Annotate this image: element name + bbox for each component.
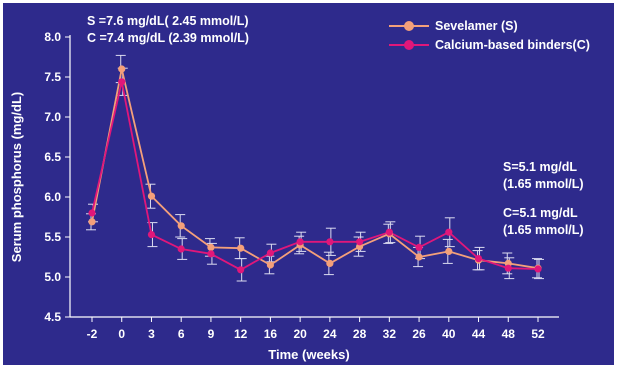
y-tick-label: 7.0 — [44, 110, 61, 124]
error-bars — [86, 54, 544, 282]
axis-labels: 8.0 7.5 7.0 6.5 6.0 5.5 5.0 4.5 -2 0 3 6 9 12 16 20 24 28… — [9, 30, 545, 362]
x-tick-label: 0 — [118, 327, 125, 341]
x-tick-label: 9 — [208, 327, 215, 341]
x-axis-label: Time (weeks) — [268, 347, 349, 362]
x-tick-label: 28 — [353, 327, 367, 341]
data-point-calcium — [118, 78, 126, 86]
data-point-calcium — [177, 245, 185, 253]
x-tick-label: 32 — [383, 327, 397, 341]
y-tick-label: 5.5 — [44, 230, 61, 244]
annotation-start-s: S =7.6 mg/dL( 2.45 mmol/L) — [87, 14, 249, 28]
annotation-end-s-line1: S=5.1 mg/dL — [503, 160, 577, 174]
y-tick-label: 6.5 — [44, 150, 61, 164]
data-point-calcium — [356, 238, 364, 246]
data-point-sevelamer — [118, 65, 126, 73]
annotation-start-c: C =7.4 mg/dL (2.39 mmol/L) — [87, 31, 249, 45]
y-tick-label: 8.0 — [44, 30, 61, 44]
y-tick-label: 4.5 — [44, 310, 61, 324]
data-point-calcium — [147, 231, 156, 239]
y-tick-label: 7.5 — [44, 70, 61, 84]
data-point-sevelamer — [237, 244, 245, 252]
series-lines — [91, 68, 539, 271]
data-point-sevelamer — [266, 261, 274, 269]
x-tick-label: 6 — [178, 327, 185, 341]
legend-label-sevelamer: Sevelamer (S) — [435, 18, 518, 33]
data-point-calcium — [207, 250, 215, 258]
annotation-end-c-line1: C=5.1 mg/dL — [503, 206, 578, 220]
data-point-sevelamer — [88, 218, 96, 226]
data-point-calcium — [385, 228, 393, 236]
axes — [65, 35, 559, 322]
y-axis-label: Serum phosphorus (mg/dL) — [9, 92, 24, 262]
data-point-sevelamer — [147, 192, 156, 200]
data-point-sevelamer — [415, 253, 423, 261]
y-tick-label: 5.0 — [44, 270, 61, 284]
legend-item-sevelamer: Sevelamer (S) — [389, 16, 590, 35]
x-tick-label: 20 — [293, 327, 307, 341]
annotation-end-s-line2: (1.65 mmol/L) — [503, 177, 584, 191]
data-point-sevelamer — [177, 222, 185, 230]
x-tick-label: 3 — [148, 327, 155, 341]
annotation-end-c-line2: (1.65 mmol/L) — [503, 223, 584, 237]
legend-swatch-calcium — [389, 38, 429, 52]
x-tick-label: 12 — [234, 327, 248, 341]
x-tick-label: 44 — [472, 327, 486, 341]
line-chart: 8.0 7.5 7.0 6.5 6.0 5.5 5.0 4.5 -2 0 3 6 9 12 16 20 24 28… — [9, 30, 559, 362]
x-tick-label: 40 — [442, 327, 456, 341]
data-point-calcium — [504, 264, 512, 272]
data-point-calcium — [296, 238, 304, 246]
x-tick-label: 48 — [502, 327, 516, 341]
x-tick-label: 24 — [323, 327, 337, 341]
data-point-calcium — [266, 249, 274, 257]
data-point-calcium — [474, 255, 483, 263]
series-line-calcium — [91, 81, 539, 271]
legend: Sevelamer (S) Calcium-based binders(C) — [389, 16, 590, 54]
data-point-calcium — [415, 243, 423, 251]
legend-item-calcium: Calcium-based binders(C) — [389, 35, 590, 54]
data-point-calcium — [445, 228, 453, 236]
data-point-sevelamer — [207, 243, 215, 251]
data-point-calcium — [326, 238, 334, 246]
y-tick-label: 6.0 — [44, 190, 61, 204]
series-line-sevelamer — [91, 68, 539, 270]
data-points — [88, 65, 542, 274]
data-point-calcium — [237, 266, 245, 274]
x-tick-label: 26 — [412, 327, 426, 341]
legend-swatch-sevelamer — [389, 19, 429, 33]
data-point-calcium — [534, 265, 542, 273]
x-tick-label: 16 — [264, 327, 278, 341]
x-tick-label: 52 — [531, 327, 545, 341]
chart-frame: 8.0 7.5 7.0 6.5 6.0 5.5 5.0 4.5 -2 0 3 6 9 12 16 20 24 28… — [3, 3, 614, 365]
data-point-calcium — [88, 209, 96, 217]
data-point-sevelamer — [326, 259, 334, 267]
legend-label-calcium: Calcium-based binders(C) — [435, 37, 590, 52]
x-tick-label: -2 — [87, 327, 98, 341]
data-point-sevelamer — [445, 247, 453, 255]
